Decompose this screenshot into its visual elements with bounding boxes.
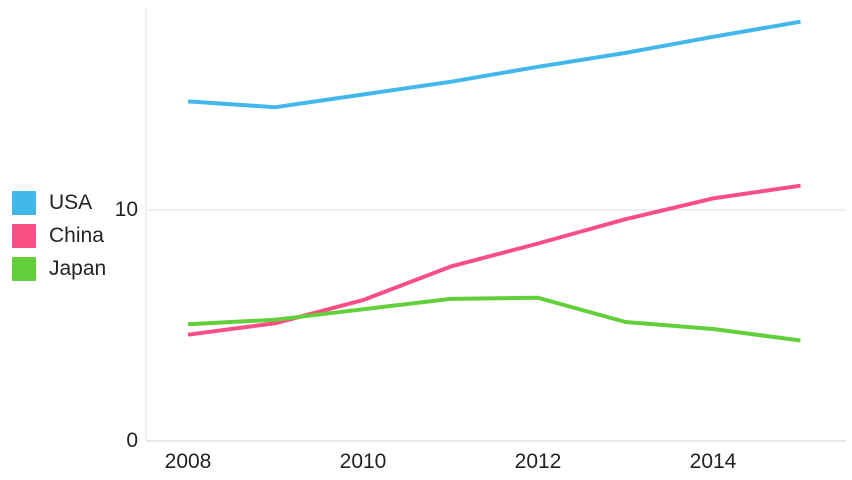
legend: USA China Japan: [12, 191, 106, 281]
series-lines: [187, 19, 801, 343]
legend-swatch-usa-icon: [12, 191, 36, 215]
legend-label-japan: Japan: [49, 257, 107, 280]
legend-swatch-japan-icon: [12, 257, 36, 281]
x-axis-tick-2008: 2008: [164, 450, 212, 473]
line-series-china: [187, 183, 801, 337]
line-series-japan: [187, 295, 801, 343]
x-axis-tick-2010: 2010: [339, 450, 387, 473]
y-axis-tick-0: 0: [126, 429, 138, 452]
legend-label-usa: USA: [49, 191, 93, 214]
legend-swatch-china-icon: [12, 224, 36, 248]
line-series-usa: [187, 19, 801, 110]
legend-item-japan: Japan: [12, 257, 106, 281]
legend-item-china: China: [12, 224, 106, 248]
legend-label-china: China: [49, 224, 104, 247]
x-axis-tick-2014: 2014: [689, 450, 737, 473]
legend-item-usa: USA: [12, 191, 106, 215]
x-axis-tick-2012: 2012: [514, 450, 562, 473]
y-axis-tick-10: 10: [114, 198, 138, 221]
